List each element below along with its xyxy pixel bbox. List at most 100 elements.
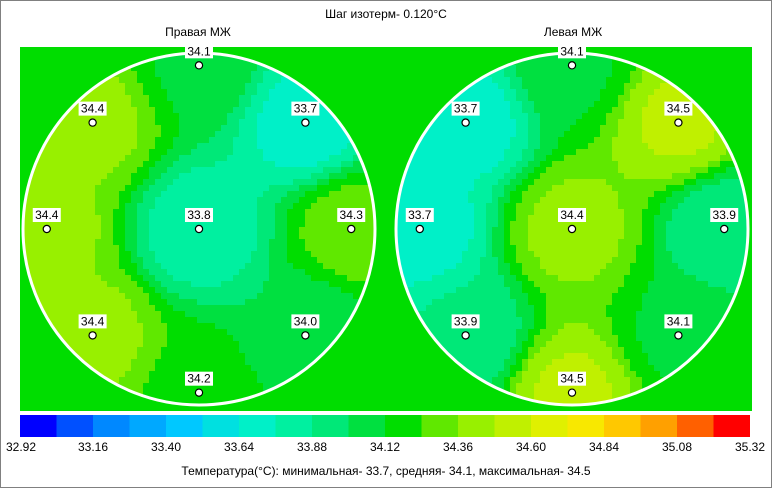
heat-cell xyxy=(35,185,42,192)
heat-cell xyxy=(221,335,228,342)
heat-cell xyxy=(636,281,643,288)
heat-cell xyxy=(119,287,126,294)
heat-cell xyxy=(624,161,631,168)
heat-cell xyxy=(251,311,258,318)
heat-cell xyxy=(624,257,631,264)
heat-cell xyxy=(341,197,348,204)
heat-cell xyxy=(275,335,282,342)
heat-cell xyxy=(203,221,210,228)
heat-cell xyxy=(107,95,114,102)
heat-cell xyxy=(498,95,505,102)
heat-cell xyxy=(594,215,601,222)
heat-cell xyxy=(684,239,691,246)
heat-cell xyxy=(732,233,739,240)
heat-cell xyxy=(263,335,270,342)
heat-cell xyxy=(624,287,631,294)
heat-cell xyxy=(299,311,306,318)
heat-cell xyxy=(185,185,192,192)
heat-cell xyxy=(510,143,517,150)
heat-cell xyxy=(329,317,336,324)
heat-cell xyxy=(257,137,264,144)
heat-cell xyxy=(203,269,210,276)
heat-cell xyxy=(299,161,306,168)
heat-cell xyxy=(179,215,186,222)
heat-cell xyxy=(275,137,282,144)
heat-cell xyxy=(492,131,499,138)
heat-cell xyxy=(630,239,637,246)
heat-cell xyxy=(588,221,595,228)
heat-cell xyxy=(486,125,493,132)
heat-cell xyxy=(59,119,66,126)
heat-cell xyxy=(600,173,607,180)
heat-cell xyxy=(155,389,162,396)
heat-cell xyxy=(251,371,258,378)
heat-cell xyxy=(564,155,571,162)
heat-cell xyxy=(540,143,547,150)
heat-cell xyxy=(299,335,306,342)
heat-cell xyxy=(53,311,60,318)
heat-cell xyxy=(492,293,499,300)
heat-cell xyxy=(654,209,661,216)
heat-cell xyxy=(618,95,625,102)
heat-cell xyxy=(149,233,156,240)
heat-cell xyxy=(197,119,204,126)
heat-cell xyxy=(480,137,487,144)
heat-cell xyxy=(35,293,42,300)
heat-cell xyxy=(101,257,108,264)
heat-cell xyxy=(480,83,487,90)
heat-cell xyxy=(137,275,144,282)
heat-cell xyxy=(53,155,60,162)
heat-cell xyxy=(552,101,559,108)
heat-cell xyxy=(420,275,427,282)
heat-cell xyxy=(137,179,144,186)
heat-cell xyxy=(287,77,294,84)
heat-cell xyxy=(353,269,360,276)
heat-cell xyxy=(125,251,132,258)
heat-cell xyxy=(630,77,637,84)
heat-cell xyxy=(137,251,144,258)
heat-cell xyxy=(41,245,48,252)
heat-cell xyxy=(432,203,439,210)
heat-cell xyxy=(341,245,348,252)
heat-cell xyxy=(618,155,625,162)
heat-cell xyxy=(480,269,487,276)
heat-cell xyxy=(263,281,270,288)
heat-cell xyxy=(642,131,649,138)
heat-cell xyxy=(720,143,727,150)
heat-cell xyxy=(510,149,517,156)
heat-cell xyxy=(197,245,204,252)
heat-cell xyxy=(263,149,270,156)
heat-cell xyxy=(696,191,703,198)
heat-cell xyxy=(522,281,529,288)
heat-cell xyxy=(582,83,589,90)
heat-cell xyxy=(534,293,541,300)
heat-cell xyxy=(203,335,210,342)
heat-cell xyxy=(612,239,619,246)
heat-cell xyxy=(329,239,336,246)
heat-cell xyxy=(438,185,445,192)
heat-cell xyxy=(305,215,312,222)
heat-cell xyxy=(305,221,312,228)
heat-cell xyxy=(203,143,210,150)
heat-cell xyxy=(125,377,132,384)
heat-cell xyxy=(341,233,348,240)
heat-cell xyxy=(239,185,246,192)
heat-cell xyxy=(287,95,294,102)
heat-cell xyxy=(35,233,42,240)
heat-cell xyxy=(173,293,180,300)
heat-cell xyxy=(450,227,457,234)
heat-cell xyxy=(269,209,276,216)
heat-cell xyxy=(269,299,276,306)
heat-cell xyxy=(131,341,138,348)
heat-cell xyxy=(666,89,673,96)
heat-cell xyxy=(215,251,222,258)
heat-cell xyxy=(432,131,439,138)
heat-cell xyxy=(528,167,535,174)
heat-cell xyxy=(492,257,499,264)
heat-cell xyxy=(239,179,246,186)
heat-cell xyxy=(209,293,216,300)
heat-cell xyxy=(179,95,186,102)
heat-cell xyxy=(696,173,703,180)
heat-cell xyxy=(594,227,601,234)
heat-cell xyxy=(522,137,529,144)
